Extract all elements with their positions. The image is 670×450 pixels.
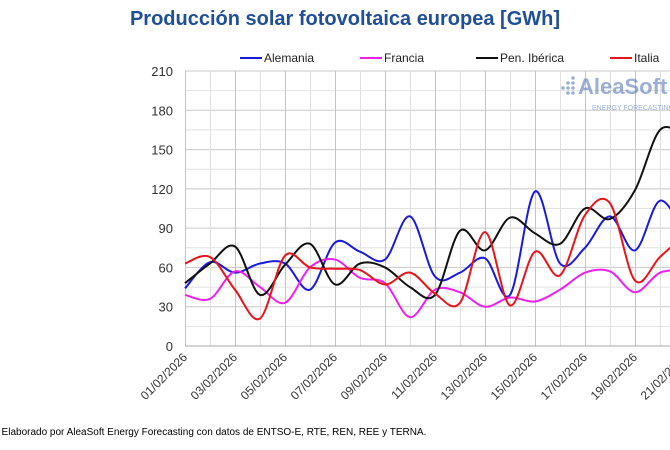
x-tick-label: 11/02/2026 (388, 350, 440, 402)
x-tick-label: 15/02/2026 (488, 350, 541, 403)
x-tick-label: 13/02/2026 (438, 350, 491, 403)
series-group (184, 126, 670, 321)
x-tick-label: 19/02/2026 (588, 350, 641, 403)
legend-label: Francia (384, 51, 424, 65)
y-tick-label: 90 (159, 221, 173, 236)
source-note: : Elaborado por AleaSoft Energy Forecast… (0, 427, 427, 438)
aleasoft-watermark: AleaSoft ENERGY FORECASTING (561, 74, 670, 112)
y-tick-label: 120 (151, 182, 173, 197)
y-tick-label: 60 (159, 260, 173, 275)
watermark-brand: AleaSoft (578, 74, 668, 99)
series-line-alemania (184, 190, 670, 298)
x-tick-label: 07/02/2026 (288, 350, 341, 403)
watermark-tagline: ENERGY FORECASTING (592, 105, 670, 112)
watermark-dot (571, 86, 575, 90)
x-tick-label: 21/02/2026 (638, 350, 670, 403)
watermark-dot (561, 86, 565, 90)
y-tick-label: 150 (151, 143, 173, 158)
series-line-francia (184, 258, 670, 319)
watermark-dot (571, 76, 575, 80)
y-tick-label: 0 (166, 339, 173, 354)
x-tick-label: 09/02/2026 (338, 350, 391, 403)
chart-title: Producción solar fotovoltaica europea [G… (129, 8, 561, 30)
legend-label: Italia (634, 51, 660, 65)
legend-label: Alemania (264, 51, 314, 65)
watermark-dot (566, 81, 570, 85)
legend-label: Pen. Ibérica (500, 51, 564, 65)
watermark-dot (571, 81, 575, 85)
y-tick-label: 180 (151, 103, 173, 118)
x-tick-label: 01/02/2026 (138, 350, 191, 403)
series-line-pen-ib-rica (184, 126, 670, 300)
watermark-dot (571, 91, 575, 95)
y-tick-label: 210 (151, 64, 173, 79)
watermark-dot (566, 91, 570, 95)
series-line-italia (184, 197, 670, 321)
x-tick-label: 05/02/2026 (238, 350, 291, 403)
y-tick-label: 30 (159, 300, 173, 315)
x-tick-label: 17/02/2026 (538, 350, 591, 403)
watermark-dot (566, 86, 570, 90)
x-tick-label: 03/02/2026 (188, 350, 241, 403)
